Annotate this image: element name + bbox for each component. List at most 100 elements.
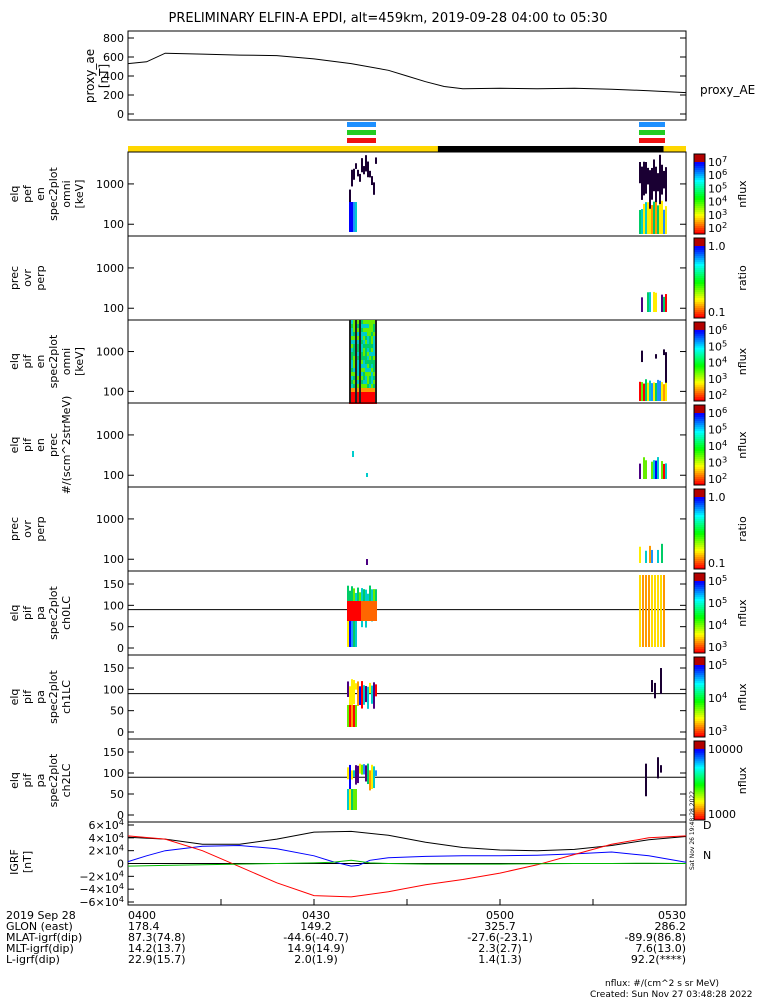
spectrogram-cell (367, 360, 369, 364)
colorbar-tick-label: 103 (708, 723, 727, 738)
colorbar-cell (694, 204, 705, 207)
colorbar-cell (694, 631, 705, 634)
colorbar-cell (694, 593, 705, 596)
spectrogram-cell (361, 384, 363, 388)
colorbar-cell (694, 294, 705, 297)
spectrogram-cell (351, 372, 353, 376)
table-row-label: 2019 Sep 28 (6, 909, 76, 922)
colorbar-cell (694, 220, 705, 223)
spectrogram-cell (665, 463, 667, 479)
spectrogram-cell (353, 384, 355, 388)
colorbar-cell (694, 784, 705, 787)
spectrogram-cell (365, 340, 367, 344)
colorbar-cell (694, 290, 705, 293)
colorbar-cell (694, 258, 705, 261)
spectrogram-cell (645, 202, 647, 234)
spectrogram-cell (361, 601, 363, 621)
spectrogram-cell (357, 388, 359, 392)
spectrogram-cell (369, 360, 371, 364)
spectrogram-cell (661, 200, 663, 234)
colorbar-cell (694, 621, 705, 624)
spectrogram-cell (363, 166, 365, 175)
spectrogram-cell (649, 545, 651, 563)
panel-frame (127, 235, 687, 321)
spectrogram-cell (357, 601, 359, 621)
colorbar-cell (694, 679, 705, 682)
y-tick-label: −4×104 (79, 881, 124, 896)
spectrogram-cell (355, 765, 357, 785)
colorbar-cell (694, 419, 705, 422)
spectrogram-cell (365, 344, 367, 348)
y-tick-label: 0 (117, 858, 124, 871)
spectrogram-cell (351, 348, 353, 352)
spectrogram-cell (373, 352, 375, 356)
table-cell: 286.2 (655, 920, 687, 933)
colorbar-cell (694, 814, 705, 817)
spectrogram-cell (371, 372, 373, 376)
colorbar-cell (694, 553, 705, 556)
y-tick-label: 1000 (96, 346, 124, 359)
colorbar-cell (694, 721, 705, 724)
colorbar-cell (694, 742, 705, 746)
spectrogram-cell (373, 332, 375, 336)
spectrogram-cell (657, 205, 659, 234)
colorbar-cell (694, 196, 705, 199)
spectrogram-cell (349, 789, 351, 810)
spectrogram-cell (375, 157, 377, 164)
colorbar-cell (694, 339, 705, 343)
colorbar-cell (694, 741, 705, 744)
colorbar-tick-label: 103 (708, 371, 727, 386)
table-cell: 178.4 (128, 920, 160, 933)
spectrogram-cell (351, 380, 353, 384)
spectrogram-cell (361, 388, 363, 392)
spectrogram-cell (369, 384, 371, 388)
colorbar-cell (694, 595, 705, 598)
spectrogram-cell (365, 400, 367, 404)
colorbar-cell (694, 182, 705, 185)
colorbar-cell (694, 619, 705, 622)
colorbar-cell (694, 421, 705, 424)
spectrogram-cell (361, 328, 363, 332)
colorbar-cell (694, 758, 705, 762)
colorbar-cell (694, 298, 705, 301)
colorbar-frame (693, 740, 706, 821)
table-row-label: GLON (east) (6, 920, 73, 933)
spectrogram-cell (347, 585, 349, 616)
colorbar-frame (693, 572, 706, 654)
y-axis-label: en (34, 355, 47, 369)
spectrogram-cell (371, 320, 373, 324)
colorbar-cell (694, 377, 705, 380)
y-axis-label: ovr (21, 520, 34, 538)
colorbar-cell (694, 292, 705, 295)
spectrogram-cell (347, 705, 349, 727)
spectrogram-cell (351, 332, 353, 336)
colorbar-cell (694, 760, 705, 764)
colorbar-cell (694, 792, 705, 795)
y-axis-label: pa (34, 690, 47, 704)
y-axis-label: ovr (21, 269, 34, 287)
spectrogram-cell (373, 400, 375, 404)
spectrogram-cell (361, 332, 363, 336)
y-tick-label: 50 (110, 788, 124, 801)
colorbar-cell (694, 605, 705, 608)
colorbar-cell (694, 457, 705, 460)
colorbar-cell (694, 423, 705, 426)
colorbar-cell (694, 343, 705, 347)
spectrogram-cell (361, 344, 363, 348)
spectrogram-cell (660, 575, 662, 647)
y-axis-unit: [nT] (21, 851, 34, 873)
colorbar-cell (694, 796, 705, 799)
colorbar-cell (694, 603, 705, 606)
colorbar-cell (694, 748, 705, 752)
colorbar-cell (694, 198, 705, 201)
colorbar-cell (694, 808, 705, 811)
spectrogram-cell (352, 451, 354, 457)
y-axis-label: pif (21, 605, 34, 620)
spectrogram-cell (367, 392, 369, 396)
colorbar-tick-label: 104 (708, 690, 727, 705)
spectrogram-cell (373, 344, 375, 348)
colorbar-tick-label: 106 (708, 167, 727, 182)
colorbar-cell (694, 246, 705, 249)
spectrogram-cell (371, 332, 373, 336)
